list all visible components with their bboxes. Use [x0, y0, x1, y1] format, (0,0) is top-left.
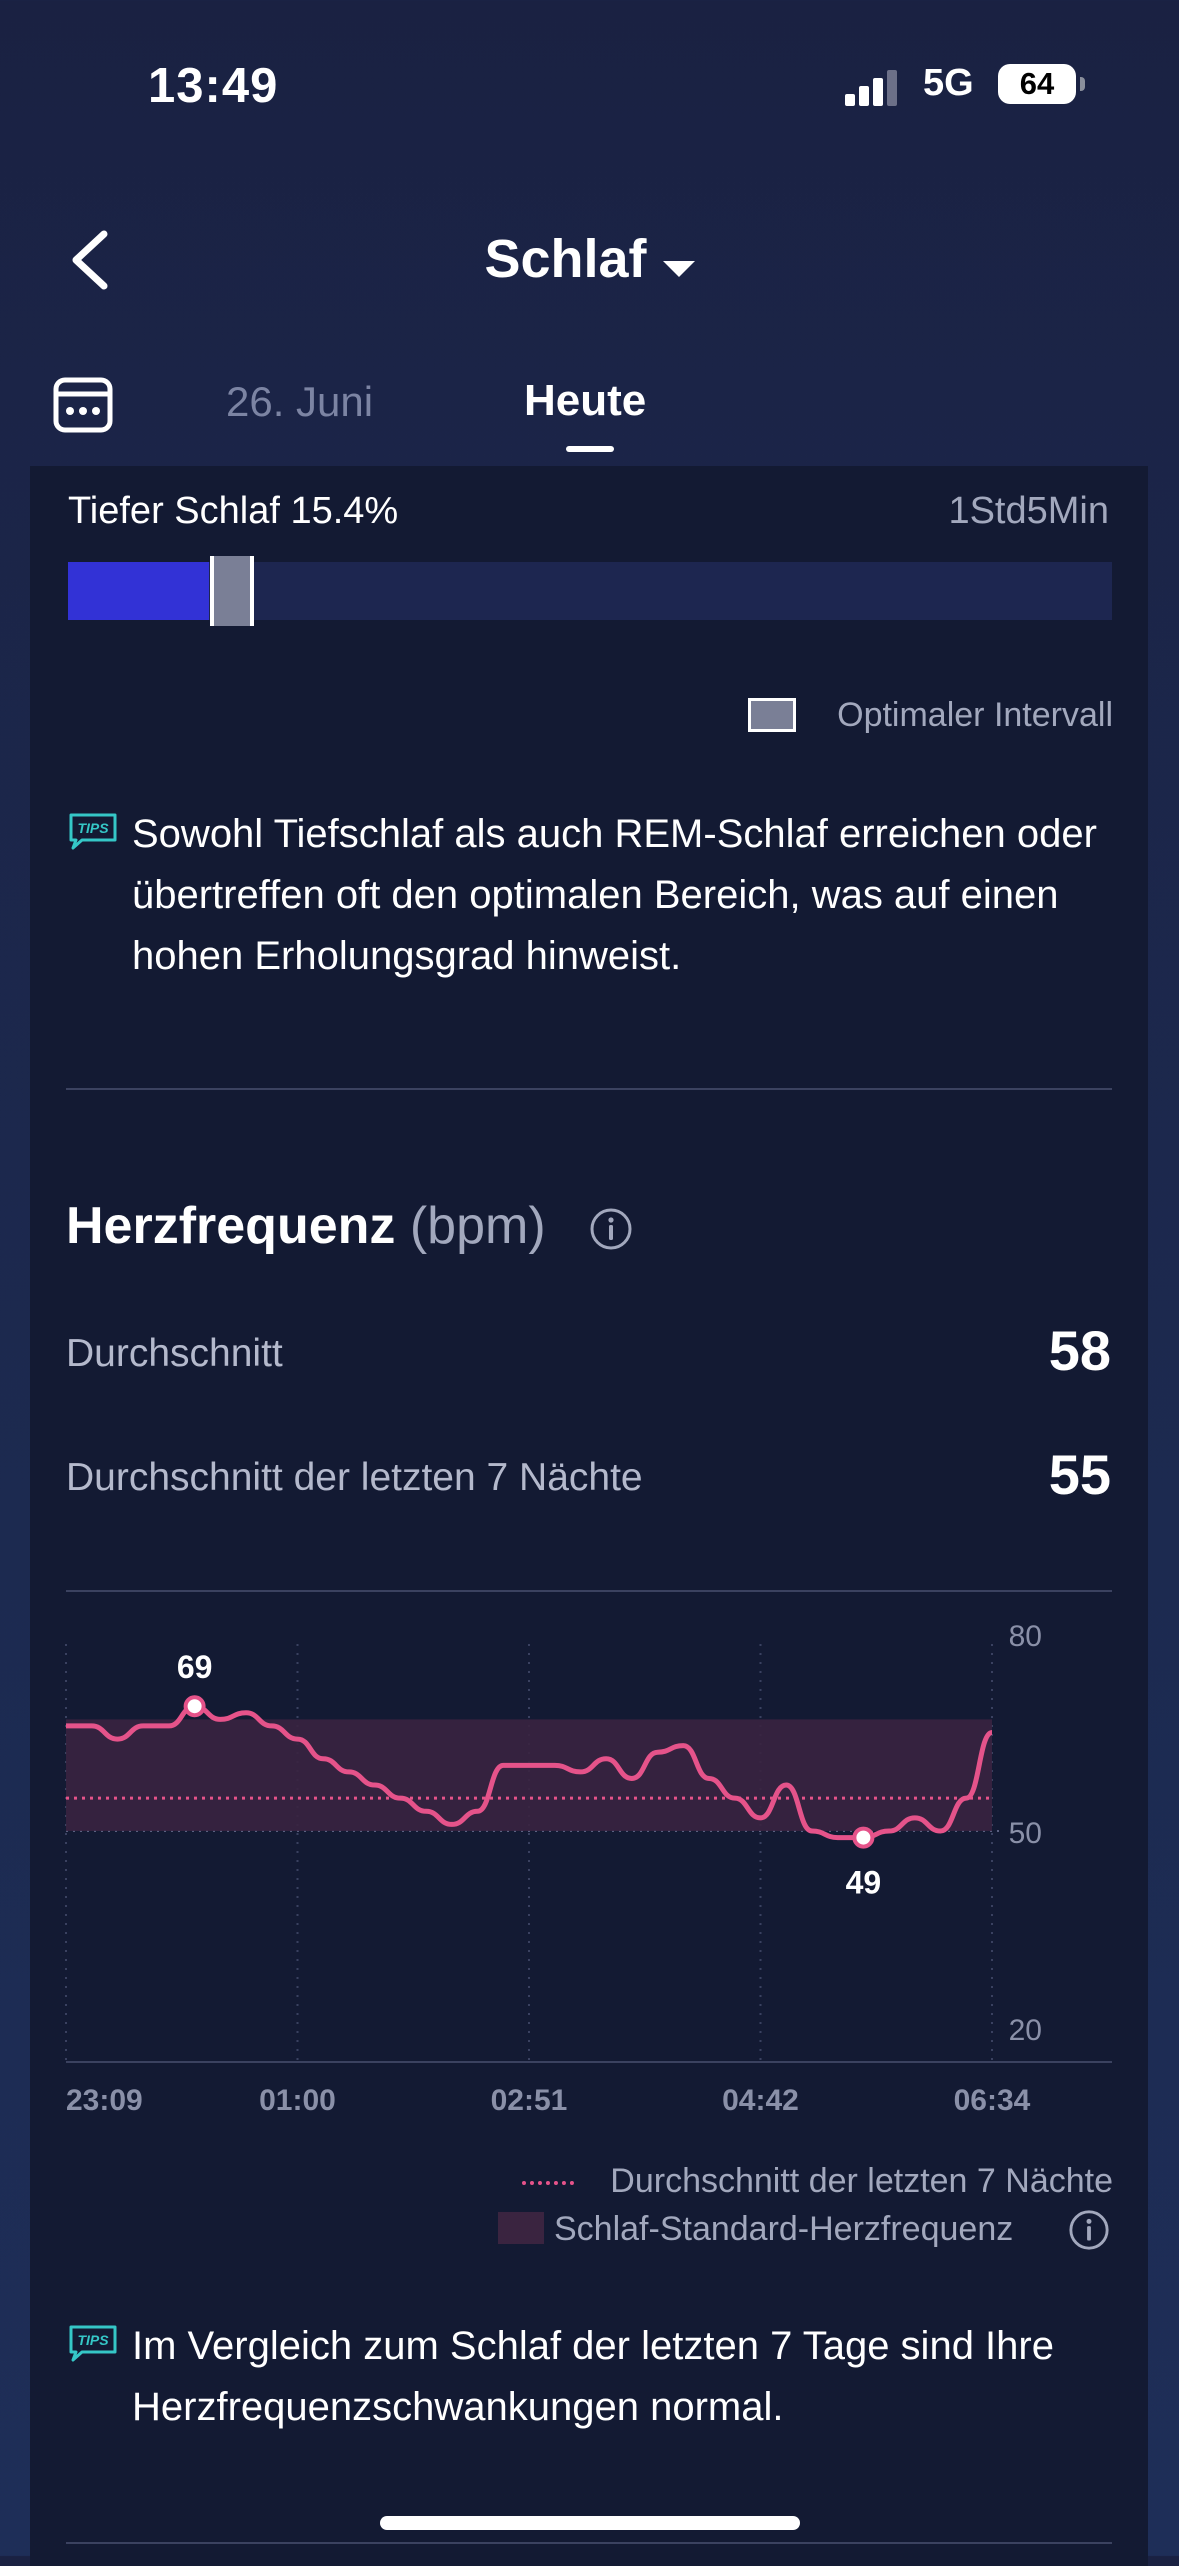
- chevron-down-icon: [662, 260, 695, 277]
- heart-rate-line: [66, 1703, 994, 1841]
- page-title[interactable]: Schlaf: [0, 228, 1179, 290]
- back-icon[interactable]: [62, 228, 126, 292]
- min-label: 49: [846, 1865, 882, 1901]
- x-tick-label: 06:34: [954, 2084, 1031, 2117]
- tab-today[interactable]: Heute: [524, 376, 647, 425]
- tab-previous-day[interactable]: 26. Juni: [226, 378, 374, 425]
- heart-rate-title: Herzfrequenz (bpm): [66, 1197, 546, 1255]
- battery-icon: 64: [998, 64, 1085, 104]
- x-tick-label: 04:42: [722, 2084, 799, 2117]
- x-tick-label: 02:51: [491, 2084, 568, 2117]
- tip-text-heart-rate: Im Vergleich zum Schlaf der letzten 7 Ta…: [132, 2324, 1054, 2429]
- y-tick-label: 50: [1009, 1817, 1042, 1850]
- legend-standard-swatch: [498, 2212, 544, 2244]
- tip-text-sleep: Sowohl Tiefschlaf als auch REM-Schlaf er…: [132, 812, 1097, 978]
- min-point: [852, 1826, 875, 1849]
- tips-icon: TIPS: [69, 813, 117, 850]
- network-type: 5G: [923, 62, 974, 104]
- standard-band: [66, 1719, 992, 1831]
- content-card: [30, 466, 1148, 2566]
- svg-text:TIPS: TIPS: [77, 2332, 109, 2348]
- max-label: 69: [177, 1649, 213, 1685]
- tab-active-indicator: [566, 446, 614, 452]
- y-tick-label: 80: [1009, 1620, 1042, 1653]
- average-value: 58: [1048, 1319, 1111, 1382]
- calendar-icon[interactable]: [52, 374, 114, 436]
- average-7-nights-value: 55: [1048, 1443, 1111, 1506]
- y-tick-label: 20: [1009, 2014, 1042, 2047]
- heart-rate-unit: (bpm): [409, 1197, 546, 1255]
- deep-sleep-label: Tiefer Schlaf 15.4%: [68, 490, 399, 532]
- divider: [66, 2542, 1112, 2544]
- heart-rate-chart: 69 49 80 50 20 23:09 01:00 02:51 04:42 06:34: [65, 1620, 1112, 2117]
- info-icon[interactable]: [1068, 2209, 1110, 2251]
- optimal-range-marker: [210, 556, 254, 626]
- divider: [66, 1088, 1112, 1090]
- legend-avg-7-nights: Durchschnitt der letzten 7 Nächte: [610, 2162, 1113, 2200]
- signal-icon: [845, 70, 897, 106]
- divider: [66, 1590, 1112, 1592]
- home-indicator[interactable]: [380, 2516, 800, 2530]
- max-point: [183, 1695, 206, 1718]
- x-tick-label: 23:09: [66, 2084, 143, 2117]
- status-time: 13:49: [148, 59, 279, 113]
- deep-sleep-bar-fill: [68, 562, 209, 620]
- legend-standard-heart-rate: Schlaf-Standard-Herzfrequenz: [554, 2210, 1014, 2248]
- legend-avg-line-swatch: [522, 2181, 574, 2185]
- average-7-nights-label: Durchschnitt der letzten 7 Nächte: [66, 1456, 643, 1499]
- deep-sleep-duration: 1Std5Min: [948, 490, 1109, 532]
- page-title-text: Schlaf: [484, 229, 647, 289]
- average-label: Durchschnitt: [66, 1332, 283, 1375]
- svg-text:TIPS: TIPS: [77, 820, 109, 836]
- x-tick-label: 01:00: [259, 2084, 336, 2117]
- info-icon[interactable]: [589, 1207, 633, 1251]
- optimal-range-legend: Optimaler Intervall: [837, 696, 1113, 734]
- optimal-range-swatch: [748, 698, 796, 732]
- tips-icon: TIPS: [69, 2325, 117, 2362]
